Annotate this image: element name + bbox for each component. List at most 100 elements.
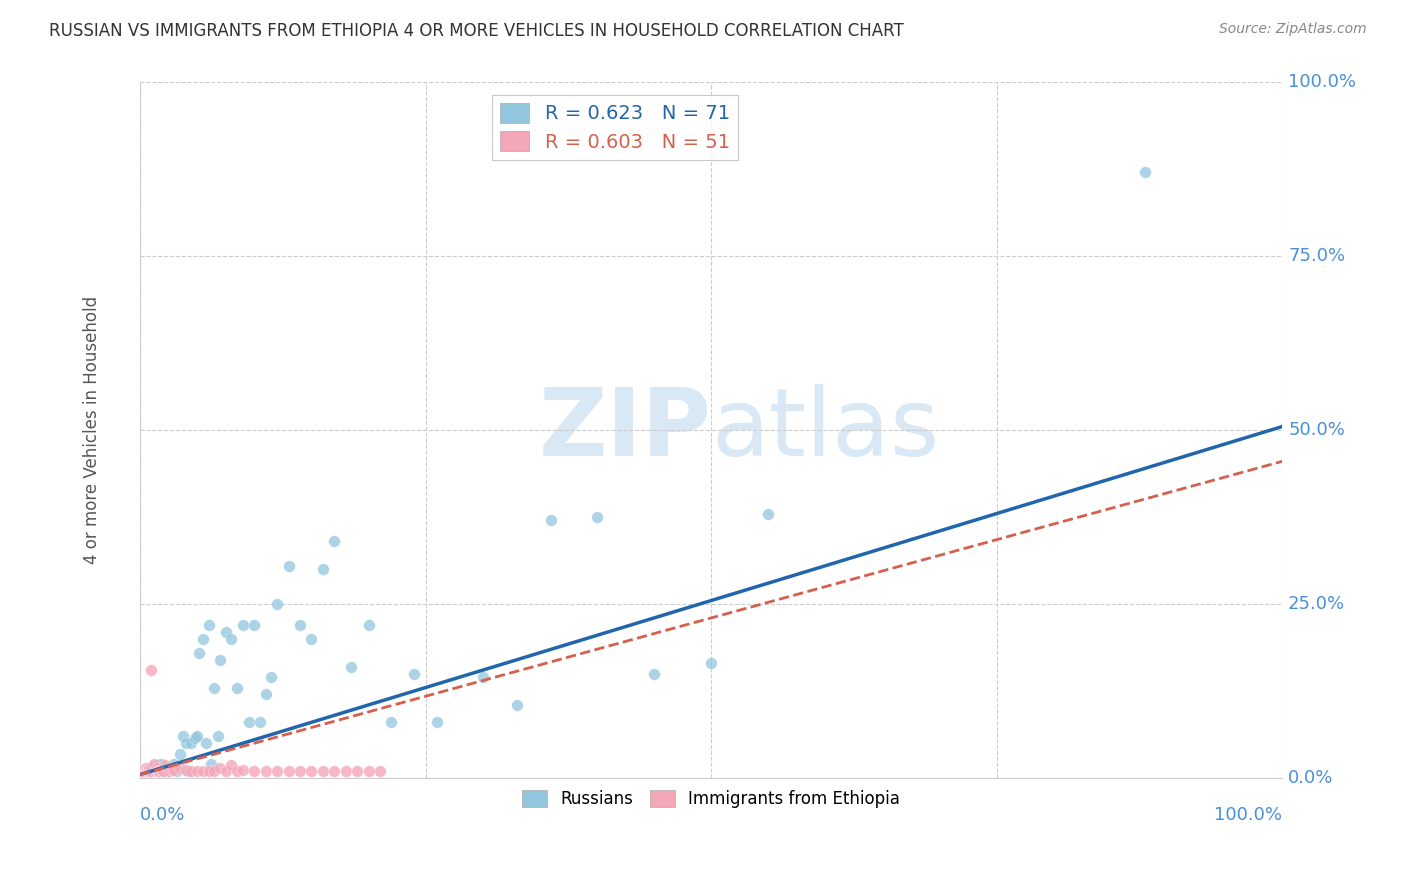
- Point: [202, 764, 225, 778]
- Point: [202, 681, 225, 695]
- Point: [148, 764, 170, 778]
- Point: [132, 764, 155, 778]
- Point: [148, 758, 170, 772]
- Text: 50.0%: 50.0%: [1288, 421, 1346, 439]
- Text: 0.0%: 0.0%: [141, 805, 186, 824]
- Point: [260, 670, 283, 684]
- Point: [266, 597, 288, 611]
- Point: [277, 764, 299, 778]
- Point: [149, 757, 172, 772]
- Point: [163, 757, 186, 772]
- Text: Source: ZipAtlas.com: Source: ZipAtlas.com: [1219, 22, 1367, 37]
- Point: [226, 764, 249, 778]
- Point: [142, 761, 165, 775]
- Point: [254, 688, 277, 702]
- Point: [335, 764, 357, 778]
- Point: [143, 763, 166, 777]
- Point: [135, 764, 157, 778]
- Point: [186, 764, 208, 778]
- Legend: Russians, Immigrants from Ethiopia: Russians, Immigrants from Ethiopia: [516, 783, 907, 815]
- Text: ZIP: ZIP: [538, 384, 711, 476]
- Point: [404, 666, 426, 681]
- Point: [136, 764, 159, 778]
- Point: [141, 764, 163, 778]
- Point: [180, 764, 202, 778]
- Point: [186, 729, 208, 743]
- Point: [160, 763, 183, 777]
- Point: [157, 764, 180, 778]
- Point: [145, 764, 167, 778]
- Point: [142, 764, 165, 778]
- Point: [135, 761, 157, 775]
- Point: [277, 558, 299, 573]
- Point: [208, 761, 231, 775]
- Point: [135, 764, 157, 778]
- Text: 75.0%: 75.0%: [1288, 247, 1346, 265]
- Point: [208, 653, 231, 667]
- Point: [299, 764, 322, 778]
- Point: [471, 670, 494, 684]
- Point: [323, 764, 346, 778]
- Point: [249, 715, 271, 730]
- Point: [141, 663, 163, 677]
- Point: [143, 764, 166, 778]
- Point: [132, 764, 155, 778]
- Point: [153, 758, 176, 772]
- Point: [146, 761, 169, 775]
- Point: [346, 764, 368, 778]
- Point: [254, 764, 277, 778]
- Point: [643, 666, 665, 681]
- Point: [135, 764, 157, 778]
- Point: [142, 757, 165, 772]
- Point: [207, 729, 229, 743]
- Point: [148, 763, 170, 777]
- Point: [160, 763, 183, 777]
- Point: [146, 761, 169, 775]
- Point: [221, 632, 243, 646]
- Point: [150, 764, 173, 778]
- Point: [540, 513, 562, 527]
- Text: 4 or more Vehicles in Household: 4 or more Vehicles in Household: [83, 296, 101, 564]
- Point: [232, 763, 254, 777]
- Point: [586, 510, 609, 524]
- Point: [197, 764, 219, 778]
- Point: [152, 761, 174, 775]
- Point: [232, 618, 254, 632]
- Point: [146, 764, 169, 778]
- Point: [131, 764, 153, 778]
- Point: [700, 656, 723, 670]
- Point: [177, 764, 200, 778]
- Point: [299, 632, 322, 646]
- Point: [172, 729, 194, 743]
- Point: [312, 562, 335, 576]
- Point: [141, 764, 163, 778]
- Point: [506, 698, 529, 712]
- Point: [153, 764, 176, 778]
- Point: [426, 715, 449, 730]
- Point: [135, 763, 157, 777]
- Point: [221, 758, 243, 772]
- Point: [135, 764, 157, 778]
- Point: [166, 764, 188, 778]
- Point: [152, 764, 174, 778]
- Point: [138, 761, 160, 775]
- Point: [163, 763, 186, 777]
- Point: [138, 763, 160, 777]
- Point: [141, 761, 163, 775]
- Point: [288, 764, 311, 778]
- Point: [215, 764, 238, 778]
- Point: [266, 764, 288, 778]
- Point: [357, 764, 380, 778]
- Point: [191, 632, 214, 646]
- Point: [200, 757, 222, 772]
- Point: [368, 764, 391, 778]
- Point: [148, 764, 170, 778]
- Point: [243, 618, 266, 632]
- Point: [340, 659, 363, 673]
- Point: [136, 764, 159, 778]
- Text: 100.0%: 100.0%: [1288, 73, 1357, 91]
- Point: [380, 715, 402, 730]
- Point: [141, 763, 163, 777]
- Point: [226, 681, 249, 695]
- Text: 25.0%: 25.0%: [1288, 595, 1346, 613]
